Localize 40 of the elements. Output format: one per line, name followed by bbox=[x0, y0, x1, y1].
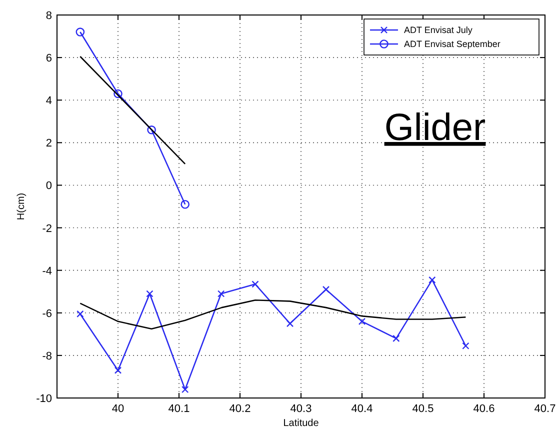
x-tick-label: 40.6 bbox=[473, 403, 495, 415]
point bbox=[462, 342, 470, 350]
point bbox=[392, 334, 400, 342]
point bbox=[358, 318, 366, 325]
y-tick-label: 2 bbox=[46, 138, 52, 150]
point bbox=[252, 280, 259, 288]
point bbox=[76, 310, 84, 318]
line-series bbox=[80, 299, 466, 330]
point bbox=[146, 290, 154, 298]
point bbox=[428, 276, 436, 284]
x-tick-label: 40 bbox=[112, 403, 124, 415]
point bbox=[286, 320, 294, 328]
x-tick-label: 40.5 bbox=[412, 403, 434, 415]
legend-label: ADT Envisat September bbox=[404, 39, 500, 49]
y-tick-label: -8 bbox=[42, 350, 52, 362]
y-tick-label: 6 bbox=[46, 52, 52, 65]
point bbox=[76, 28, 85, 36]
annotation: Glider bbox=[384, 107, 486, 149]
x-tick-label: 40.1 bbox=[168, 403, 190, 415]
x-tick-label: 40.7 bbox=[534, 403, 556, 415]
y-tick-label: -2 bbox=[42, 222, 52, 235]
y-tick-label: -6 bbox=[42, 308, 52, 320]
y-tick-label: -10 bbox=[36, 393, 52, 405]
y-tick-label: 8 bbox=[46, 10, 52, 22]
point bbox=[114, 366, 122, 374]
point bbox=[322, 286, 330, 294]
y-tick-label: 0 bbox=[46, 180, 52, 192]
point bbox=[180, 200, 190, 209]
legend-label: ADT Envisat July bbox=[404, 25, 473, 35]
point bbox=[182, 386, 189, 394]
x-tick-label: 40.3 bbox=[290, 403, 312, 415]
y-tick-label: 4 bbox=[46, 95, 52, 108]
x-tick-label: 40.4 bbox=[351, 403, 373, 415]
point bbox=[114, 89, 122, 98]
y-axis-title: H(cm) bbox=[16, 192, 27, 220]
x-axis-title: Latitude bbox=[283, 418, 320, 429]
point bbox=[217, 290, 225, 298]
y-tick-label: -4 bbox=[42, 265, 52, 278]
point bbox=[147, 126, 156, 134]
x-tick-label: 40.2 bbox=[229, 403, 251, 415]
